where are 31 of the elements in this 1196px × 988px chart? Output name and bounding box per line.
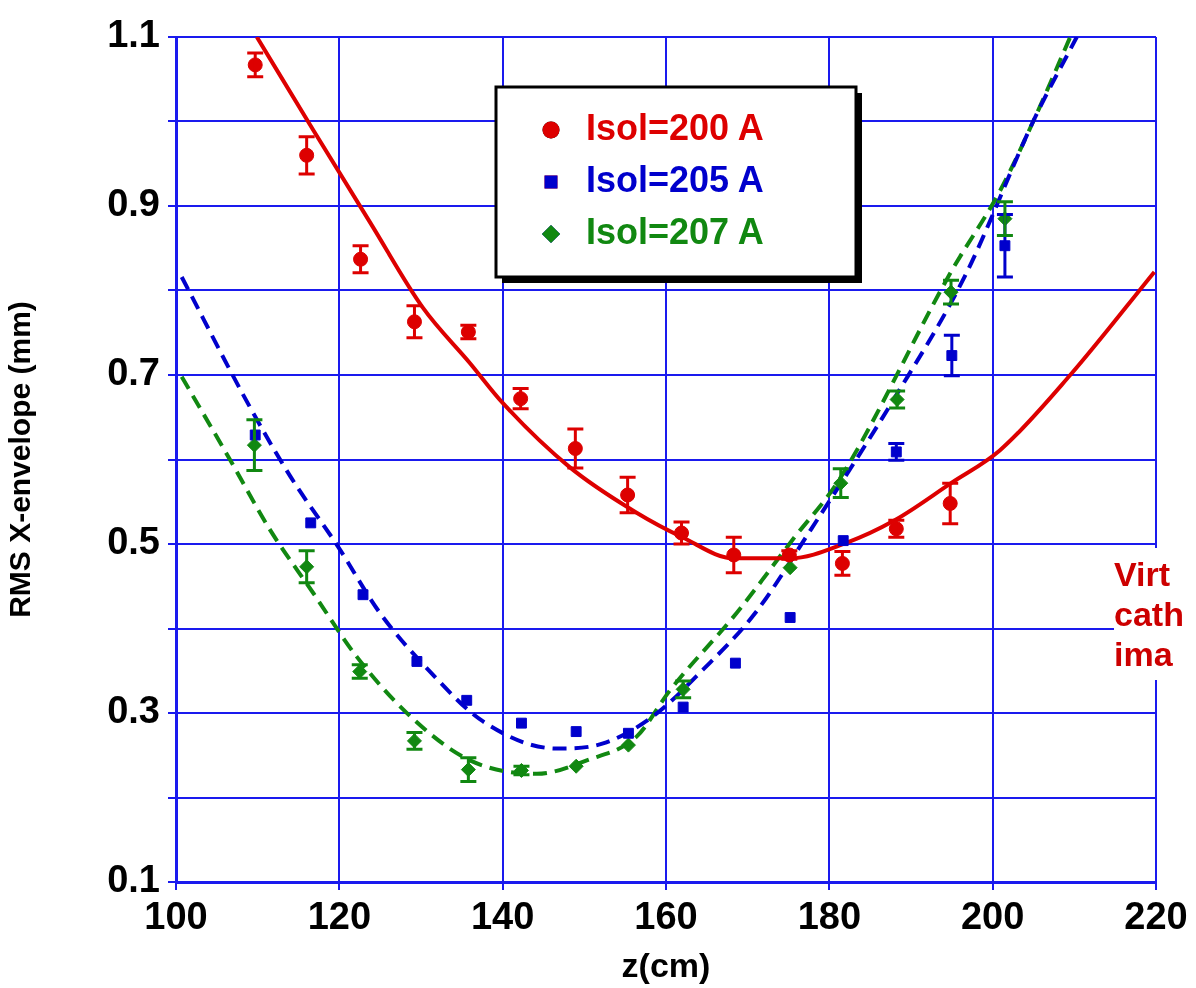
- x-axis-title: z(cm): [621, 945, 711, 984]
- y-axis-title: RMS X-envelope (mm): [3, 301, 37, 618]
- x-tick-label: 180: [797, 895, 862, 938]
- point: [357, 589, 369, 601]
- point: [677, 701, 689, 713]
- x-tick-label: 120: [307, 895, 372, 938]
- x-tick-label: 200: [960, 895, 1025, 938]
- annotation: Virt cath ima: [1114, 548, 1196, 680]
- point: [782, 560, 798, 576]
- y-tick-label: 0.3: [107, 689, 160, 732]
- point: [784, 612, 796, 623]
- point: [837, 535, 849, 547]
- y-tick-label: 0.9: [107, 182, 160, 225]
- point: [622, 727, 634, 739]
- x-tick-label: 220: [1124, 895, 1188, 938]
- legend-label: Isol=207 A: [586, 210, 764, 252]
- y-tick-label: 0.7: [107, 351, 160, 394]
- point: [461, 694, 473, 706]
- y-tick-label: 1.1: [107, 13, 160, 56]
- x-tick-label: 140: [470, 895, 535, 938]
- point: [729, 657, 741, 669]
- point: [411, 656, 423, 667]
- y-tick-label: 0.5: [107, 520, 160, 563]
- point: [305, 517, 317, 529]
- legend-label: Isol=205 A: [586, 158, 764, 200]
- x-tick-label: 160: [634, 895, 698, 938]
- point: [568, 758, 584, 774]
- legend-label: Isol=200 A: [586, 106, 764, 148]
- point: [620, 737, 636, 753]
- point: [516, 717, 527, 729]
- point: [570, 726, 582, 738]
